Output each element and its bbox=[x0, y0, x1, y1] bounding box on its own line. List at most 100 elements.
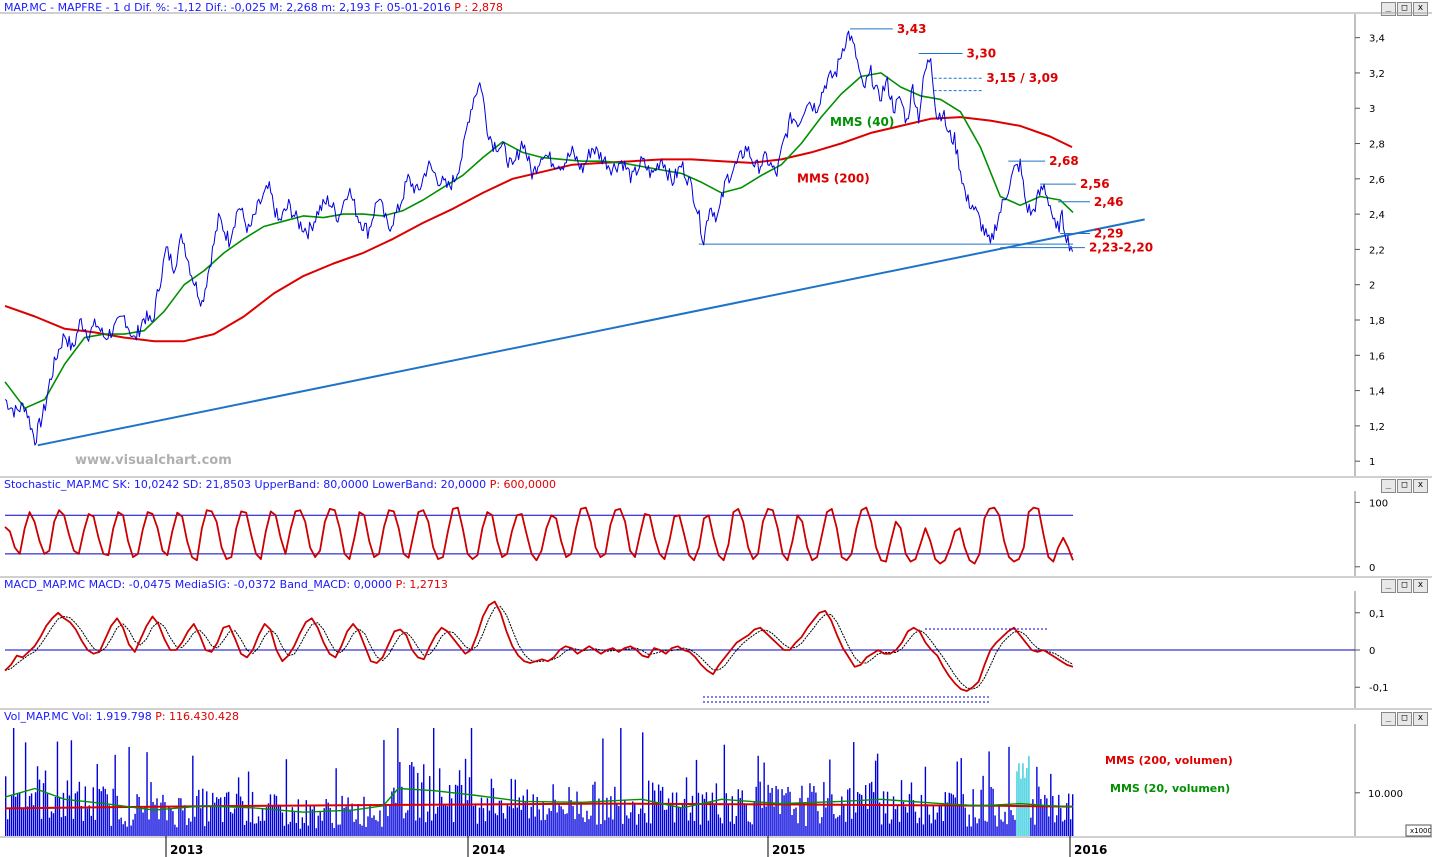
volume-bar bbox=[528, 818, 530, 836]
volume-bar bbox=[26, 806, 29, 836]
volume-bar bbox=[653, 790, 656, 836]
volume-bar bbox=[675, 792, 678, 836]
volume-bar bbox=[870, 781, 873, 836]
volume-bar bbox=[285, 759, 288, 836]
volume-bar bbox=[303, 822, 306, 836]
close-button[interactable]: x bbox=[1413, 712, 1428, 726]
volume-bar bbox=[550, 811, 552, 836]
volume-bar bbox=[809, 783, 811, 836]
volume-bar bbox=[397, 728, 399, 836]
price-y-tick-label: 1,4 bbox=[1369, 387, 1385, 398]
volume-bar bbox=[821, 817, 823, 836]
volume-bar bbox=[72, 818, 75, 836]
volume-bar bbox=[739, 798, 741, 836]
volume-bar bbox=[582, 817, 584, 836]
close-button[interactable]: x bbox=[1413, 479, 1428, 493]
vol-y-tick-label: 10.000 bbox=[1368, 789, 1403, 800]
volume-bar bbox=[542, 802, 544, 836]
volume-bar bbox=[142, 812, 144, 836]
stoch-title-p: P: 600,0000 bbox=[489, 478, 557, 491]
volume-bar bbox=[353, 821, 355, 836]
volume-bar bbox=[36, 766, 39, 836]
volume-bar bbox=[1000, 819, 1002, 836]
volume-bar bbox=[793, 808, 795, 836]
minimize-button[interactable]: _ bbox=[1381, 712, 1396, 726]
vol-unit-label: x1000 bbox=[1410, 827, 1432, 835]
volume-bar bbox=[164, 802, 166, 836]
volume-bar bbox=[196, 796, 198, 836]
vol-window-buttons: _ □ x bbox=[1381, 712, 1428, 726]
maximize-button[interactable]: □ bbox=[1397, 479, 1412, 493]
volume-bar bbox=[460, 784, 463, 836]
annotation-label: 3,43 bbox=[897, 22, 927, 36]
volume-bar bbox=[606, 797, 608, 836]
volume-bar bbox=[520, 809, 522, 836]
volume-bar bbox=[697, 792, 700, 836]
volume-bar bbox=[347, 797, 349, 836]
macd-title-p: P: 1,2713 bbox=[395, 578, 448, 591]
close-button[interactable]: x bbox=[1413, 579, 1428, 593]
stoch-y-tick-label: 100 bbox=[1369, 498, 1388, 509]
volume-bar bbox=[78, 781, 81, 836]
volume-bar bbox=[622, 823, 624, 836]
volume-bar bbox=[665, 809, 668, 836]
price-y-tick-label: 2,6 bbox=[1369, 175, 1385, 186]
volume-bar bbox=[745, 803, 747, 836]
volume-bar bbox=[679, 807, 682, 836]
volume-bar bbox=[375, 819, 377, 836]
stoch-panel-title: Stochastic_MAP.MC SK: 10,0242 SD: 21,850… bbox=[4, 478, 556, 491]
volume-bar bbox=[890, 819, 893, 836]
volume-bar bbox=[158, 819, 160, 836]
volume-bar bbox=[206, 791, 208, 836]
volume-bar bbox=[747, 821, 749, 836]
minimize-button[interactable]: _ bbox=[1381, 579, 1396, 593]
volume-bar bbox=[540, 820, 542, 836]
volume-bar bbox=[628, 818, 630, 836]
volume-bar bbox=[223, 796, 226, 836]
volume-bar bbox=[759, 781, 761, 836]
volume-bar bbox=[1026, 768, 1028, 836]
volume-bar bbox=[620, 728, 622, 836]
volume-bar bbox=[446, 806, 449, 836]
volume-bar bbox=[944, 792, 947, 836]
volume-bar bbox=[1068, 793, 1070, 836]
volume-bar bbox=[787, 786, 789, 836]
volume-bar bbox=[363, 796, 365, 836]
volume-bar bbox=[757, 755, 759, 836]
volume-bar bbox=[365, 826, 367, 836]
volume-bar bbox=[1044, 794, 1046, 836]
volume-bar bbox=[1072, 794, 1074, 836]
volume-bar bbox=[942, 821, 945, 836]
volume-bar bbox=[239, 796, 242, 836]
volume-bar bbox=[1030, 817, 1032, 836]
volume-bar bbox=[827, 798, 829, 836]
macd-panel-title: MACD_MAP.MC MACD: -0,0475 MediaSIG: -0,0… bbox=[4, 578, 448, 591]
volume-bar bbox=[966, 826, 968, 836]
volume-bar bbox=[1020, 778, 1022, 836]
volume-bar bbox=[980, 789, 982, 836]
volume-bar bbox=[241, 801, 244, 836]
volume-bar bbox=[204, 826, 206, 836]
volume-bar bbox=[152, 801, 154, 836]
volume-bar bbox=[789, 791, 791, 836]
volume-bar bbox=[608, 817, 610, 836]
volume-bar bbox=[357, 804, 359, 836]
volume-bar bbox=[144, 807, 146, 836]
volume-bar bbox=[12, 728, 15, 836]
volume-bar bbox=[546, 814, 548, 836]
volume-bar bbox=[120, 817, 122, 836]
volume-bar bbox=[785, 793, 787, 836]
volume-bar bbox=[112, 788, 114, 836]
maximize-button[interactable]: □ bbox=[1397, 712, 1412, 726]
maximize-button[interactable]: □ bbox=[1397, 579, 1412, 593]
volume-bar bbox=[331, 822, 333, 836]
volume-bar bbox=[594, 781, 596, 836]
volume-bar bbox=[763, 762, 765, 836]
volume-bar bbox=[476, 823, 479, 836]
volume-bar bbox=[247, 771, 250, 836]
volume-bar bbox=[212, 792, 214, 836]
minimize-button[interactable]: _ bbox=[1381, 479, 1396, 493]
volume-bar bbox=[403, 818, 405, 836]
volume-bar bbox=[186, 825, 188, 836]
volume-bar bbox=[645, 822, 648, 836]
